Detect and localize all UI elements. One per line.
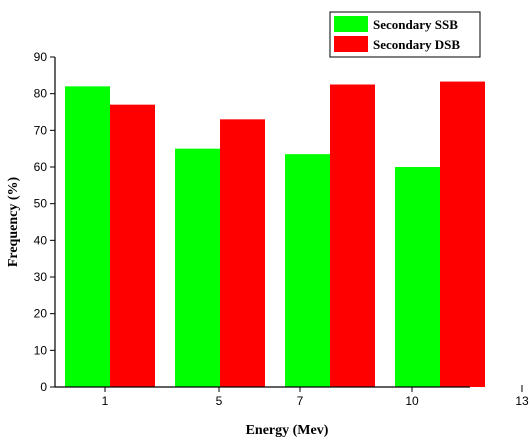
y-tick-label-50: 50 [34, 197, 48, 211]
bars-layer [65, 81, 485, 388]
y-tick-label-90: 90 [34, 50, 48, 64]
bar-ssb-10 [395, 167, 440, 387]
y-tick-label-60: 60 [34, 160, 48, 174]
bar-dsb-7 [330, 84, 375, 387]
x-axis-title: Energy (Mev) [246, 423, 329, 438]
y-tick-label-80: 80 [34, 87, 48, 101]
y-tick-label-0: 0 [40, 380, 47, 394]
y-tick-label-30: 30 [34, 270, 48, 284]
bar-dsb-1 [110, 104, 155, 388]
legend: Secondary SSB Secondary DSB [329, 11, 481, 58]
x-tick-label-10: 10 [405, 394, 419, 408]
x-tick-label-7: 7 [297, 394, 304, 408]
x-tick-label-1: 1 [102, 394, 109, 408]
y-tick-label-70: 70 [34, 123, 48, 137]
bar-ssb-5 [175, 148, 220, 387]
y-tick-label-10: 10 [34, 343, 48, 357]
legend-swatch-ssb [334, 16, 368, 32]
y-axis-title: Frequency (%) [6, 176, 21, 267]
bar-dsb-5 [220, 119, 265, 387]
bar-dsb-10 [440, 81, 485, 388]
x-tick-label-13: 13 [515, 394, 529, 408]
x-tick-label-5: 5 [216, 394, 223, 408]
bar-ssb-1 [65, 86, 110, 387]
y-tick-label-20: 20 [34, 307, 48, 321]
legend-label-dsb: Secondary DSB [373, 37, 460, 52]
axes-layer: 0 10 20 30 40 50 60 70 80 90 1 5 7 10 13 [34, 50, 529, 408]
legend-swatch-dsb [334, 36, 368, 52]
legend-label-ssb: Secondary SSB [373, 17, 458, 32]
y-tick-label-40: 40 [34, 233, 48, 247]
bar-ssb-7 [285, 154, 330, 387]
